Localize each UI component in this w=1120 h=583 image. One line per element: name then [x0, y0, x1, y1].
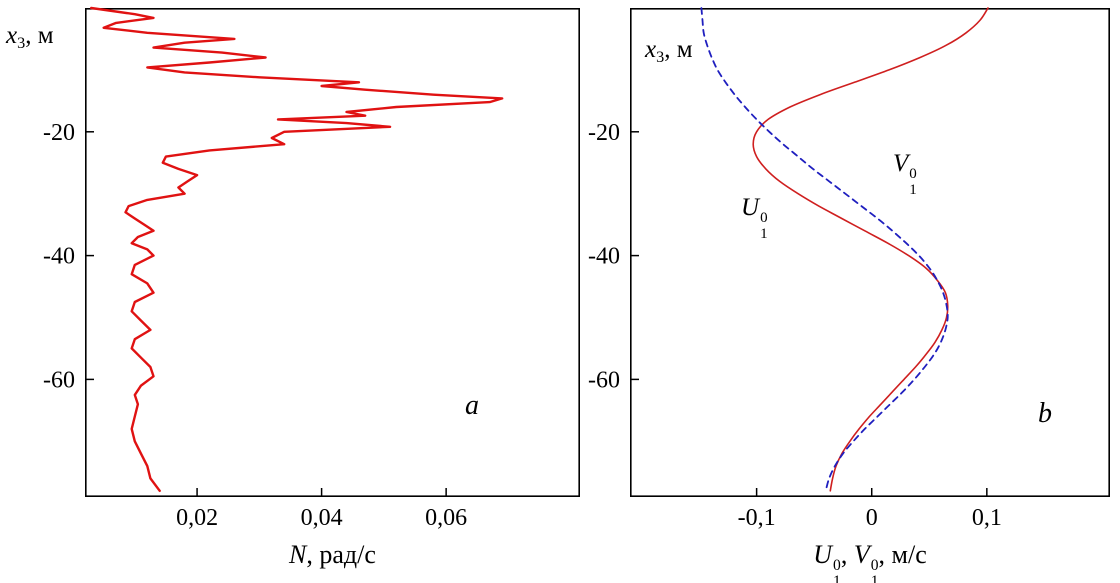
- x-tick-label: 0,1: [972, 505, 1002, 531]
- x-tick-label: -0,1: [738, 505, 776, 531]
- y-tick-label: -40: [43, 244, 75, 270]
- panel-b-plot-area: -0,1 0 0,1 -20 -40 -60: [588, 7, 1110, 531]
- panel-a: x3, м 0,02 0,04 0,06 -20 -40 -60 a N, рад/с: [6, 6, 580, 569]
- y-tick-label: -60: [43, 367, 75, 393]
- panel-b-letter: b: [1038, 398, 1052, 429]
- panel-a-plot-area: 0,02 0,04 0,06 -20 -40 -60: [43, 6, 580, 531]
- x-tick-label: 0,06: [425, 505, 467, 531]
- panel-a-y-axis-label: x3, м: [6, 22, 54, 52]
- x-tick-label: 0: [866, 505, 878, 531]
- y-tick-label: -40: [588, 244, 620, 270]
- x-tick-label: 0,04: [301, 505, 343, 531]
- U1-velocity-profile: [752, 7, 989, 492]
- y-tick-label: -20: [588, 120, 620, 146]
- plot-frame: [630, 8, 1110, 497]
- panel-a-x-axis-label: N, рад/с: [289, 540, 376, 569]
- plot-frame: [85, 8, 580, 497]
- panel-a-letter: a: [465, 390, 479, 421]
- V1-velocity-profile: [700, 7, 949, 492]
- y-tick-label: -60: [588, 367, 620, 393]
- x-tick-label: 0,02: [176, 505, 218, 531]
- y-tick-label: -20: [43, 120, 75, 146]
- panel-b-y-axis-label: x3, м: [645, 36, 693, 66]
- buoyancy-frequency-profile: [89, 6, 504, 492]
